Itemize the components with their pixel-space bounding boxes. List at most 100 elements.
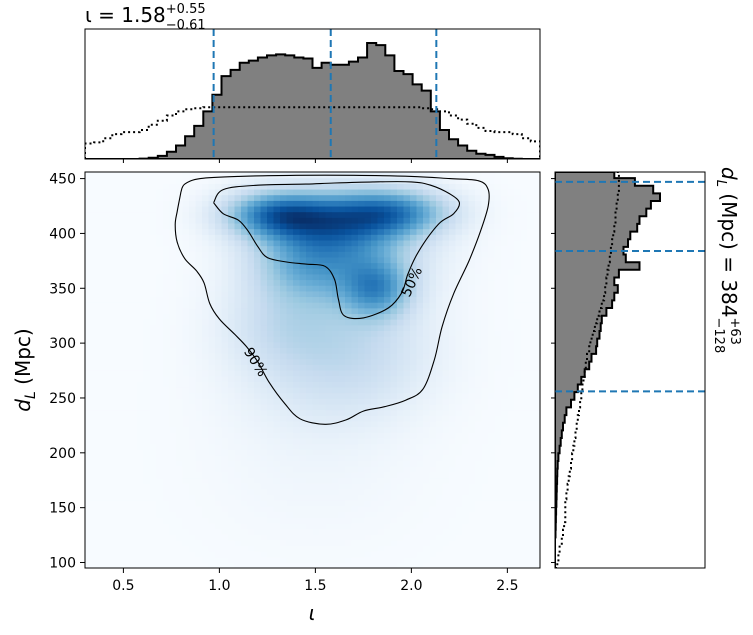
density-cell: [156, 466, 164, 473]
density-cell: [156, 556, 164, 563]
density-cell: [150, 370, 158, 377]
density-cell: [403, 341, 411, 348]
density-cell: [345, 330, 353, 337]
density-cell: [436, 381, 444, 388]
density-cell: [501, 477, 509, 484]
density-cell: [455, 511, 463, 518]
density-cell: [338, 517, 346, 524]
density-cell: [286, 556, 294, 563]
density-cell: [143, 251, 151, 258]
density-cell: [468, 483, 476, 490]
density-cell: [488, 256, 496, 264]
density-cell: [371, 398, 379, 405]
density-cell: [208, 188, 216, 196]
density-cell: [514, 200, 522, 207]
density-cell: [507, 262, 515, 269]
density-cell: [91, 200, 99, 207]
density-cell: [403, 307, 411, 315]
density-cell: [481, 256, 489, 264]
density-cell: [241, 239, 249, 247]
density-cell: [286, 522, 294, 529]
density-cell: [254, 494, 262, 501]
density-cell: [104, 471, 112, 479]
density-cell: [293, 539, 301, 546]
density-cell: [442, 420, 450, 428]
density-cell: [293, 285, 301, 292]
density-cell: [124, 347, 132, 354]
density-cell: [358, 194, 366, 201]
density-cell: [397, 268, 405, 275]
density-cell: [137, 324, 145, 331]
density-cell: [319, 341, 327, 348]
density-cell: [377, 307, 385, 315]
density-cell: [429, 194, 437, 201]
density-cell: [169, 454, 177, 462]
density-cell: [156, 398, 164, 405]
density-cell: [143, 460, 151, 467]
density-cell: [514, 528, 522, 535]
density-cell: [377, 336, 385, 343]
density-cell: [130, 313, 138, 320]
density-cell: [390, 211, 398, 218]
density-cell: [156, 172, 164, 179]
density-cell: [254, 273, 262, 281]
density-cell: [462, 336, 470, 343]
density-cell: [150, 500, 158, 507]
density-cell: [247, 211, 255, 218]
density-cell: [527, 251, 535, 258]
density-cell: [520, 205, 528, 213]
density-cell: [384, 488, 392, 496]
density-cell: [462, 239, 470, 247]
density-cell: [494, 268, 502, 275]
density-cell: [137, 307, 145, 315]
density-cell: [442, 443, 450, 450]
density-cell: [449, 234, 457, 241]
density-cell: [299, 313, 307, 320]
density-cell: [364, 268, 372, 275]
density-cell: [520, 432, 528, 439]
density-cell: [436, 517, 444, 524]
density-cell: [273, 551, 281, 558]
density-cell: [234, 347, 242, 354]
density-cell: [228, 319, 236, 326]
density-cell: [195, 313, 203, 320]
density-cell: [163, 403, 171, 411]
density-cell: [527, 426, 535, 433]
density-cell: [397, 488, 405, 496]
density-cell: [195, 381, 203, 388]
density-cell: [312, 539, 320, 546]
density-cell: [286, 330, 294, 337]
density-cell: [189, 245, 197, 252]
density-cell: [169, 477, 177, 484]
density-cell: [332, 228, 340, 235]
density-cell: [520, 268, 528, 275]
density-cell: [377, 370, 385, 377]
density-cell: [442, 228, 450, 235]
density-cell: [111, 551, 119, 558]
density-cell: [156, 194, 164, 201]
density-cell: [293, 234, 301, 241]
density-cell: [403, 420, 411, 428]
density-cell: [98, 273, 106, 281]
density-cell: [104, 353, 112, 360]
density-cell: [520, 370, 528, 377]
density-cell: [533, 273, 540, 281]
density-cell: [195, 222, 203, 230]
density-cell: [247, 460, 255, 467]
density-cell: [462, 217, 470, 224]
density-cell: [319, 398, 327, 405]
density-cell: [462, 460, 470, 467]
density-cell: [507, 483, 515, 490]
density-cell: [410, 466, 418, 473]
density-cell: [455, 381, 463, 388]
density-cell: [299, 262, 307, 269]
density-cell: [228, 539, 236, 546]
density-cell: [143, 454, 151, 462]
density-cell: [150, 256, 158, 264]
density-cell: [286, 268, 294, 275]
density-cell: [325, 471, 333, 479]
density-cell: [338, 364, 346, 371]
density-cell: [397, 188, 405, 196]
density-cell: [403, 353, 411, 360]
density-cell: [156, 245, 164, 252]
